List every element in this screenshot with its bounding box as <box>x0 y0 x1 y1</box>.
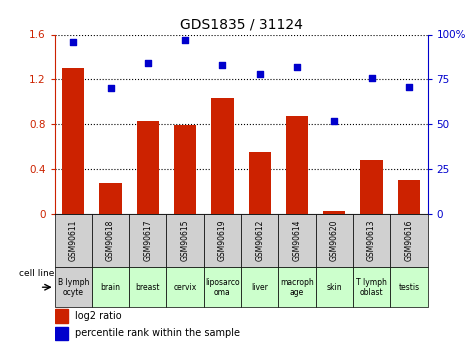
FancyBboxPatch shape <box>241 214 278 267</box>
Bar <box>323 210 345 214</box>
Point <box>256 71 264 77</box>
Text: GSM90619: GSM90619 <box>218 220 227 262</box>
FancyBboxPatch shape <box>353 214 390 267</box>
Bar <box>361 160 383 214</box>
Point <box>368 75 375 80</box>
Bar <box>398 180 420 214</box>
Bar <box>55 309 67 323</box>
FancyBboxPatch shape <box>390 267 428 307</box>
FancyBboxPatch shape <box>55 267 92 307</box>
FancyBboxPatch shape <box>92 267 129 307</box>
Bar <box>62 68 85 214</box>
Text: percentile rank within the sample: percentile rank within the sample <box>75 328 240 338</box>
Point <box>405 84 413 89</box>
Text: B lymph
ocyte: B lymph ocyte <box>57 277 89 297</box>
Text: GSM90613: GSM90613 <box>367 220 376 262</box>
Text: cervix: cervix <box>173 283 197 292</box>
Text: brain: brain <box>101 283 121 292</box>
FancyBboxPatch shape <box>204 267 241 307</box>
FancyBboxPatch shape <box>204 214 241 267</box>
Text: cell line: cell line <box>19 269 55 278</box>
Point <box>69 39 77 45</box>
Text: GSM90614: GSM90614 <box>293 220 302 262</box>
Bar <box>286 116 308 214</box>
Bar <box>174 125 196 214</box>
Bar <box>248 152 271 214</box>
Text: GSM90611: GSM90611 <box>69 220 78 261</box>
Text: log2 ratio: log2 ratio <box>75 311 122 321</box>
Point <box>107 86 114 91</box>
FancyBboxPatch shape <box>241 267 278 307</box>
FancyBboxPatch shape <box>315 267 353 307</box>
Text: macroph
age: macroph age <box>280 277 314 297</box>
Text: GSM90618: GSM90618 <box>106 220 115 261</box>
FancyBboxPatch shape <box>167 214 204 267</box>
FancyBboxPatch shape <box>315 214 353 267</box>
Text: testis: testis <box>399 283 419 292</box>
Point <box>293 64 301 70</box>
FancyBboxPatch shape <box>278 267 315 307</box>
Point <box>181 37 189 43</box>
Point <box>218 62 226 68</box>
Text: GSM90616: GSM90616 <box>404 220 413 262</box>
Text: T lymph
oblast: T lymph oblast <box>356 277 387 297</box>
Text: liver: liver <box>251 283 268 292</box>
FancyBboxPatch shape <box>278 214 315 267</box>
Text: GSM90615: GSM90615 <box>180 220 190 262</box>
Bar <box>137 121 159 214</box>
Text: GSM90612: GSM90612 <box>255 220 264 261</box>
Bar <box>99 183 122 214</box>
Point <box>331 118 338 124</box>
Bar <box>55 327 67 340</box>
Text: liposarco
oma: liposarco oma <box>205 277 240 297</box>
FancyBboxPatch shape <box>167 267 204 307</box>
FancyBboxPatch shape <box>129 214 167 267</box>
Bar <box>211 98 234 214</box>
Text: breast: breast <box>135 283 160 292</box>
Text: skin: skin <box>326 283 342 292</box>
Text: GSM90617: GSM90617 <box>143 220 152 262</box>
FancyBboxPatch shape <box>129 267 167 307</box>
Title: GDS1835 / 31124: GDS1835 / 31124 <box>180 18 303 32</box>
FancyBboxPatch shape <box>55 214 92 267</box>
FancyBboxPatch shape <box>353 267 390 307</box>
FancyBboxPatch shape <box>92 214 129 267</box>
Point <box>144 60 152 66</box>
Text: GSM90620: GSM90620 <box>330 220 339 262</box>
FancyBboxPatch shape <box>390 214 428 267</box>
